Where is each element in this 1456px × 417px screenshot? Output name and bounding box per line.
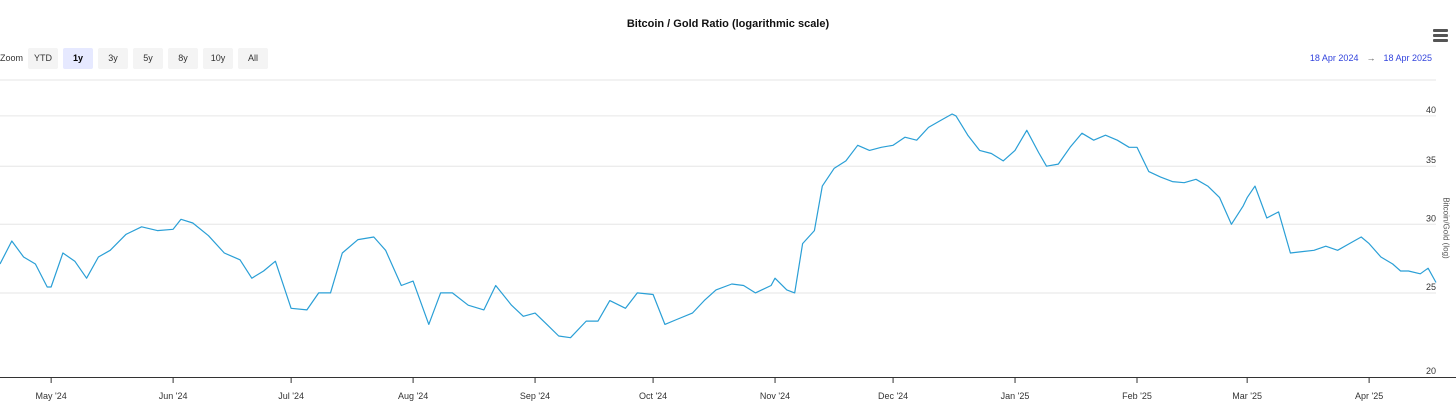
zoom-button-all[interactable]: All (238, 47, 269, 69)
y-tick-label: 20 (1426, 366, 1436, 376)
x-tick-label: Aug '24 (398, 391, 428, 401)
zoom-label: Zoom (0, 53, 24, 63)
x-tick-label: Nov '24 (760, 391, 790, 401)
y-tick-label: 35 (1426, 155, 1436, 165)
hamburger-menu-icon[interactable] (1433, 29, 1448, 42)
zoom-bar: Zoom YTD 1y 3y 5y 8y 10y All (0, 47, 273, 69)
zoom-button-ytd[interactable]: YTD (28, 47, 59, 69)
y-tick-label: 40 (1426, 105, 1436, 115)
range-to-date[interactable]: 18 Apr 2025 (1383, 53, 1432, 63)
range-from-date[interactable]: 18 Apr 2024 (1309, 53, 1359, 63)
y-axis-title: Bitcoin/Gold (log) (1441, 197, 1451, 259)
zoom-button-10y[interactable]: 10y (203, 47, 234, 69)
y-tick-label: 25 (1426, 282, 1436, 292)
zoom-button-8y[interactable]: 8y (168, 47, 199, 69)
y-tick-label: 30 (1426, 213, 1436, 223)
x-tick-label: Jun '24 (159, 391, 188, 401)
zoom-button-1y[interactable]: 1y (63, 47, 94, 69)
zoom-button-5y[interactable]: 5y (133, 47, 164, 69)
chart-title: Bitcoin / Gold Ratio (logarithmic scale) (626, 18, 830, 30)
date-range-selector: 18 Apr 2024 → 18 Apr 2025 (1310, 53, 1432, 63)
x-tick-label: Jul '24 (278, 391, 304, 401)
x-tick-label: Mar '25 (1232, 391, 1262, 401)
range-arrow: → (1366, 53, 1376, 63)
x-tick-label: Dec '24 (878, 391, 908, 401)
x-tick-label: Apr '25 (1355, 391, 1383, 401)
series-line (0, 113, 1437, 339)
x-tick-label: Sep '24 (520, 391, 550, 401)
x-tick-label: Jan '25 (1001, 391, 1030, 401)
x-tick-label: Oct '24 (639, 391, 667, 401)
zoom-button-3y[interactable]: 3y (98, 47, 129, 69)
x-tick-label: May '24 (36, 391, 67, 401)
x-tick-label: Feb '25 (1122, 391, 1152, 401)
